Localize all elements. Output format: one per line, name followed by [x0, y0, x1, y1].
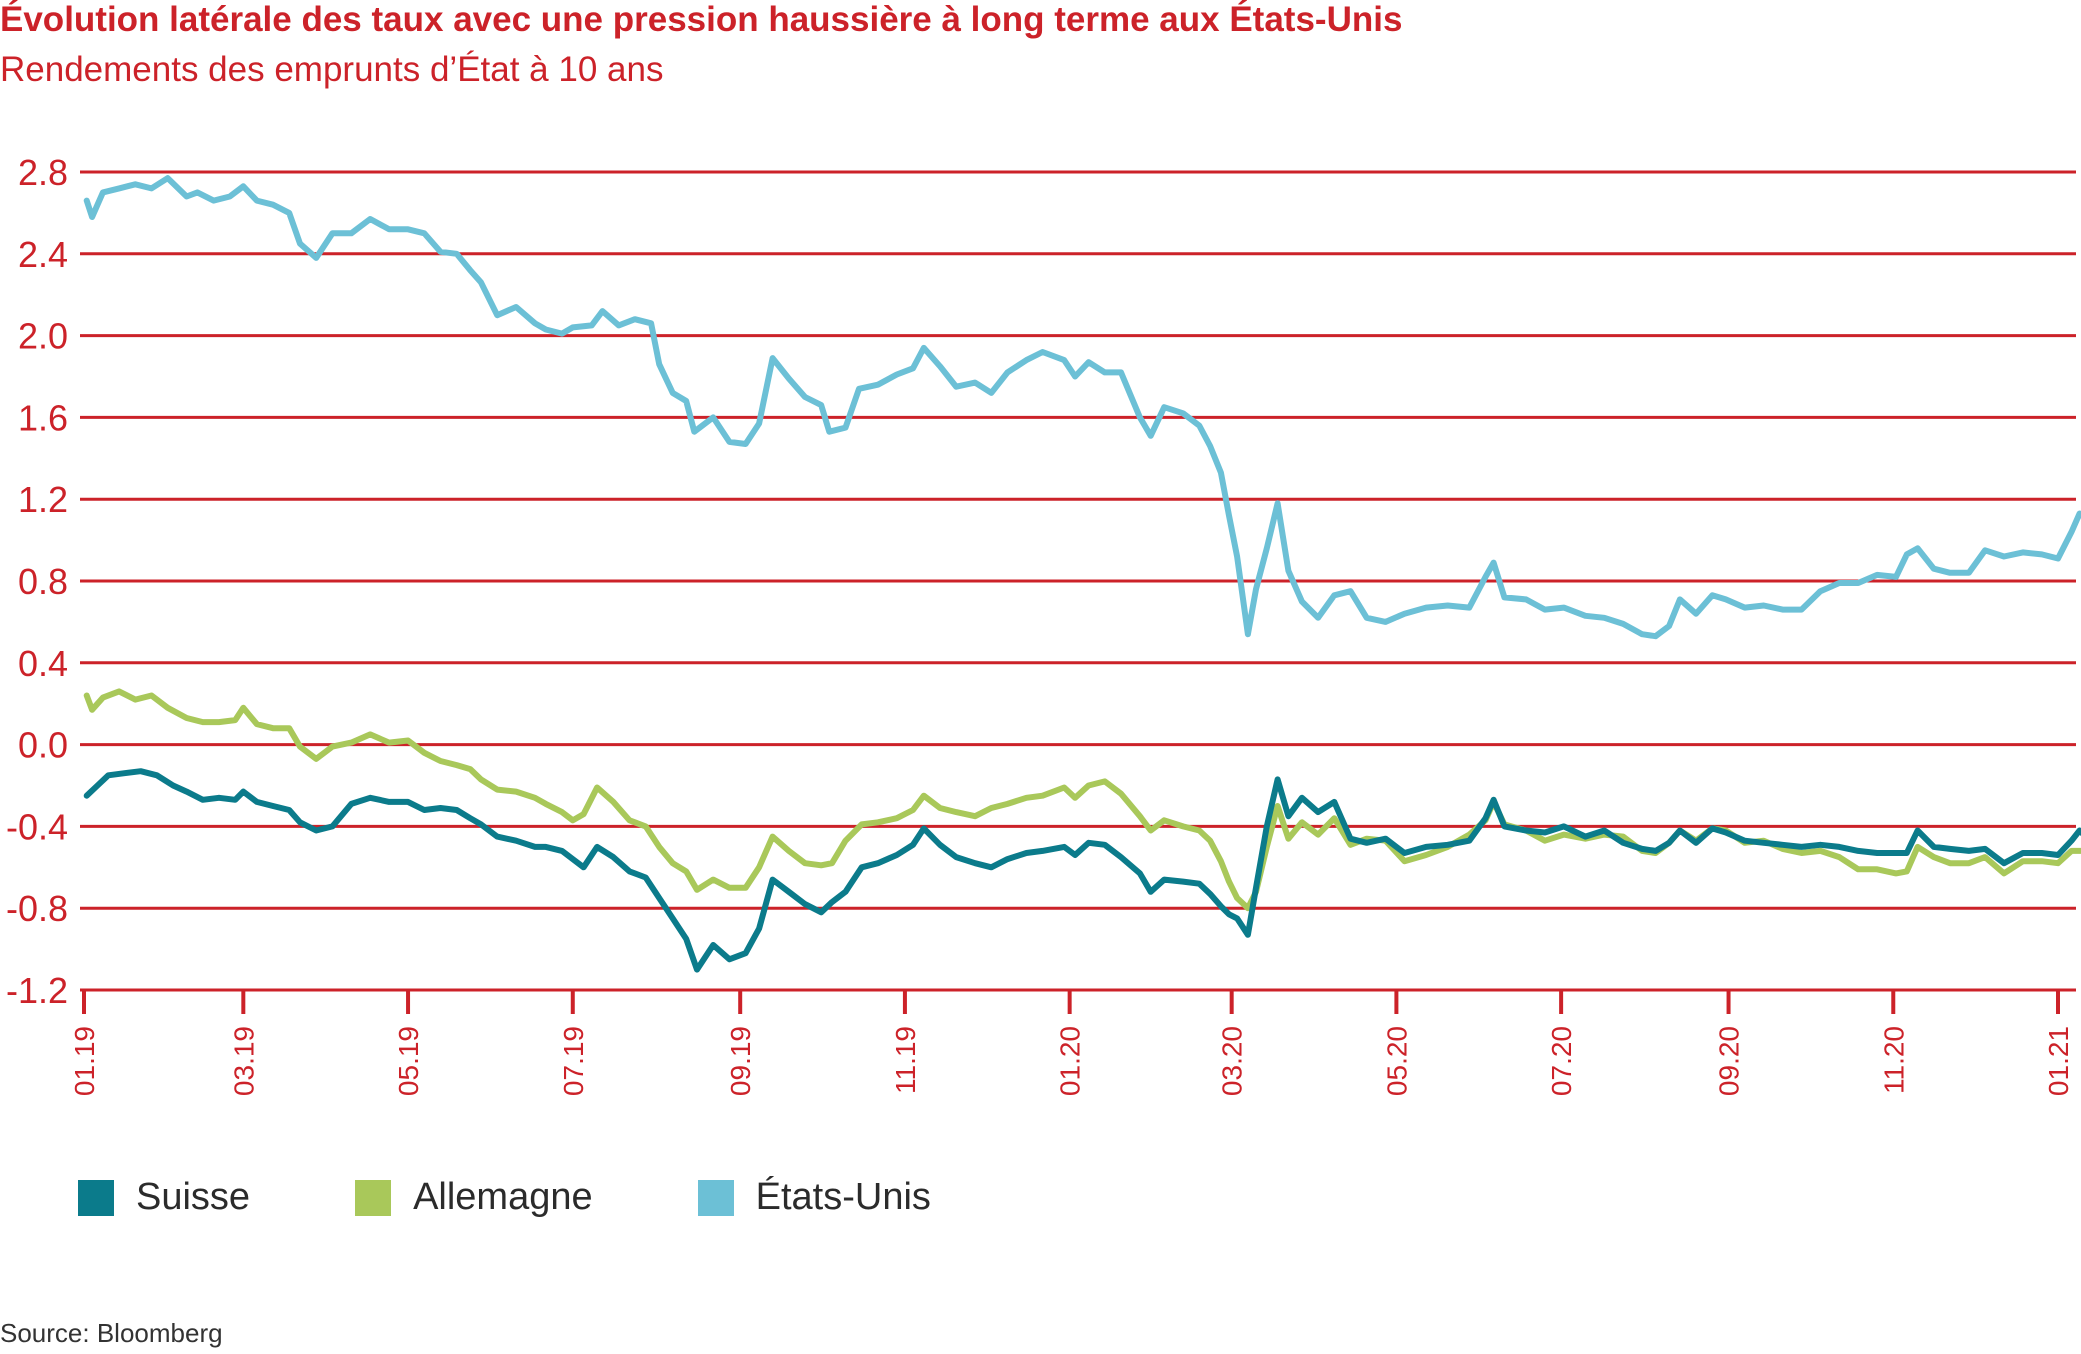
x-tick-label: 11.19 — [890, 1026, 921, 1094]
legend-label-suisse: Suisse — [136, 1176, 251, 1218]
x-tick-label: 07.19 — [558, 1026, 589, 1096]
x-tick-label: 09.20 — [1714, 1026, 1745, 1096]
chart-subtitle: Rendements des emprunts d’État à 10 ans — [0, 50, 664, 89]
gridlines — [80, 170, 2076, 992]
y-tick-label: 2.4 — [18, 234, 68, 275]
y-tick-label: -0.8 — [6, 888, 68, 929]
x-axis-tick-labels: 01.19 03.19 05.19 07.19 09.19 11.19 01.20 03.20… — [69, 1026, 2074, 1096]
y-tick-label: -1.2 — [6, 970, 68, 1011]
series-line-suisse — [83, 768, 2081, 973]
series-lines — [83, 175, 2081, 973]
x-tick-label: 03.19 — [228, 1026, 259, 1096]
legend-swatch-etats-unis — [697, 1179, 734, 1216]
y-axis-tick-labels: 2.8 2.4 2.0 1.6 1.2 0.8 0.4 0.0 -0.4 -0.8 -1.2 — [6, 152, 68, 1011]
x-tick-label: 01.19 — [69, 1026, 100, 1096]
legend-item-allemagne: Allemagne — [355, 1176, 593, 1219]
legend-swatch-suisse — [78, 1179, 114, 1216]
y-tick-label: 2.8 — [18, 152, 68, 193]
y-tick-label: 1.6 — [18, 397, 68, 438]
y-tick-label: -0.4 — [6, 806, 68, 847]
legend: Suisse Allemagne États-Unis — [78, 1176, 1036, 1219]
x-axis — [82, 990, 2060, 1014]
y-tick-label: 0.4 — [18, 643, 68, 684]
source-note: Source: Bloomberg — [0, 1318, 223, 1348]
y-tick-label: 0.8 — [18, 561, 68, 602]
legend-label-allemagne: Allemagne — [413, 1176, 593, 1218]
legend-label-etats-unis: États-Unis — [755, 1176, 931, 1218]
x-tick-label: 01.21 — [2043, 1026, 2074, 1096]
x-tick-label: 03.20 — [1217, 1026, 1248, 1096]
x-tick-label: 09.19 — [725, 1026, 756, 1096]
legend-item-etats-unis: États-Unis — [697, 1176, 931, 1219]
y-tick-label: 1.2 — [18, 479, 68, 520]
x-tick-label: 11.20 — [1878, 1026, 1909, 1094]
x-tick-label: 07.20 — [1546, 1026, 1577, 1096]
x-tick-label: 05.19 — [393, 1026, 424, 1096]
y-tick-label: 2.0 — [18, 316, 68, 357]
legend-swatch-allemagne — [355, 1179, 392, 1216]
legend-item-suisse: Suisse — [78, 1176, 250, 1219]
x-tick-label: 01.20 — [1055, 1026, 1086, 1096]
x-tick-label: 05.20 — [1381, 1026, 1412, 1096]
chart-title: Évolution latérale des taux avec une pre… — [0, 0, 1403, 39]
series-line-etats-unis — [83, 175, 2081, 640]
y-tick-label: 0.0 — [18, 725, 68, 766]
